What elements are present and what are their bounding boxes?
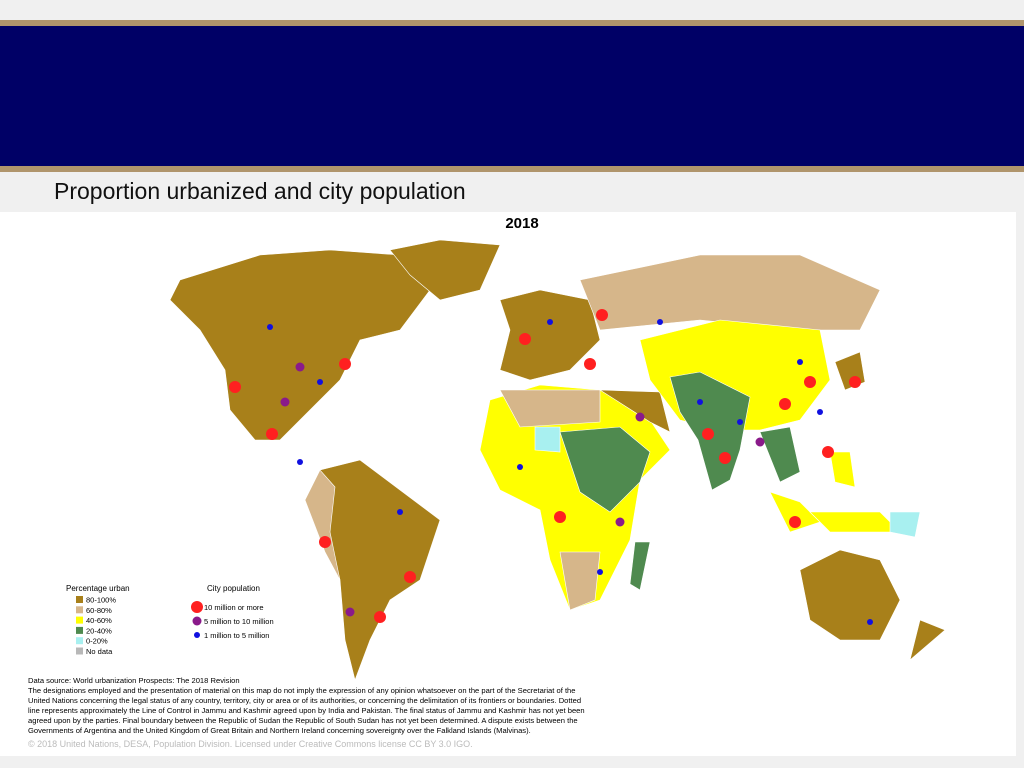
city (554, 511, 566, 523)
copyright: © 2018 United Nations, DESA, Population … (28, 739, 473, 749)
notes: Data source: World urbanization Prospect… (28, 676, 585, 749)
city (374, 611, 386, 623)
city (657, 319, 663, 325)
city (339, 358, 351, 370)
city (615, 517, 625, 527)
legend-label: 60-80% (86, 606, 112, 615)
legend-swatch (76, 606, 83, 614)
north-africa (499, 389, 601, 428)
city (597, 569, 603, 575)
legend-swatch (76, 647, 83, 655)
disclaimer-line: United Nations concerning the legal stat… (28, 696, 582, 705)
madagascar (629, 541, 651, 591)
legend-label: 0-20% (86, 637, 108, 646)
png (889, 511, 921, 538)
legend-label: 10 million or more (204, 603, 264, 612)
legend-title: City population (207, 584, 260, 593)
city (280, 397, 290, 407)
city (635, 412, 645, 422)
header-band (0, 26, 1024, 166)
cities (229, 309, 873, 625)
disclaimer-line: The designations employed and the presen… (28, 686, 576, 695)
philippines (829, 451, 856, 488)
map-title: 2018 (505, 215, 538, 232)
city (584, 358, 596, 370)
city (317, 379, 323, 385)
source: Data source: World urbanization Prospect… (28, 676, 240, 685)
legend-marker (194, 632, 200, 638)
city (319, 536, 331, 548)
legend-marker (192, 616, 202, 626)
city (547, 319, 553, 325)
legend-label: No data (86, 647, 113, 656)
bottom-rule (0, 166, 1024, 172)
top-rule (0, 20, 1024, 26)
city (804, 376, 816, 388)
city (867, 619, 873, 625)
city (404, 571, 416, 583)
city (397, 509, 403, 515)
city (229, 381, 241, 393)
city (849, 376, 861, 388)
city (345, 607, 355, 617)
legend-swatch (76, 616, 83, 624)
legend-title: Percentage urban (66, 584, 130, 593)
niger (534, 426, 561, 453)
legend-label: 5 million to 10 million (204, 617, 274, 626)
legend-swatch (76, 637, 83, 645)
city (719, 452, 731, 464)
legend-swatch (76, 626, 83, 634)
city (266, 428, 278, 440)
city (789, 516, 801, 528)
city (797, 359, 803, 365)
slide-title: Proportion urbanized and city population (54, 178, 466, 204)
city (295, 362, 305, 372)
city (697, 399, 703, 405)
city (755, 437, 765, 447)
central-africa (559, 426, 651, 513)
legend-label: 80-100% (86, 596, 116, 605)
city (779, 398, 791, 410)
legend-marker (191, 601, 203, 613)
legend: Percentage urban 80-100%60-80%40-60%20-40… (66, 584, 274, 656)
disclaimer-line: agreed upon by the parties. Final bounda… (28, 716, 578, 725)
disclaimer-line: line represents approximately the Line o… (28, 706, 585, 715)
greenland (389, 239, 501, 301)
europe (499, 289, 601, 381)
disclaimer-line: Governments of Argentina and the United … (28, 726, 531, 735)
russia (579, 254, 881, 331)
disclaimer: The designations employed and the presen… (28, 686, 585, 736)
arabia (598, 389, 671, 433)
new-zealand (909, 619, 946, 661)
legend-label: 40-60% (86, 616, 112, 625)
city (267, 324, 273, 330)
australia (799, 549, 901, 641)
legend-label: 20-40% (86, 626, 112, 635)
city (517, 464, 523, 470)
map: 2018 Percentage urban 80-100%60-80%40-60%… (0, 212, 1016, 756)
legend-label: 1 million to 5 million (204, 631, 269, 640)
south-africa (559, 551, 601, 611)
indochina (759, 426, 801, 483)
city (817, 409, 823, 415)
city (519, 333, 531, 345)
legend-swatch (76, 596, 83, 603)
city (596, 309, 608, 321)
city (297, 459, 303, 465)
city (822, 446, 834, 458)
andes (304, 469, 341, 581)
city (737, 419, 743, 425)
city (702, 428, 714, 440)
